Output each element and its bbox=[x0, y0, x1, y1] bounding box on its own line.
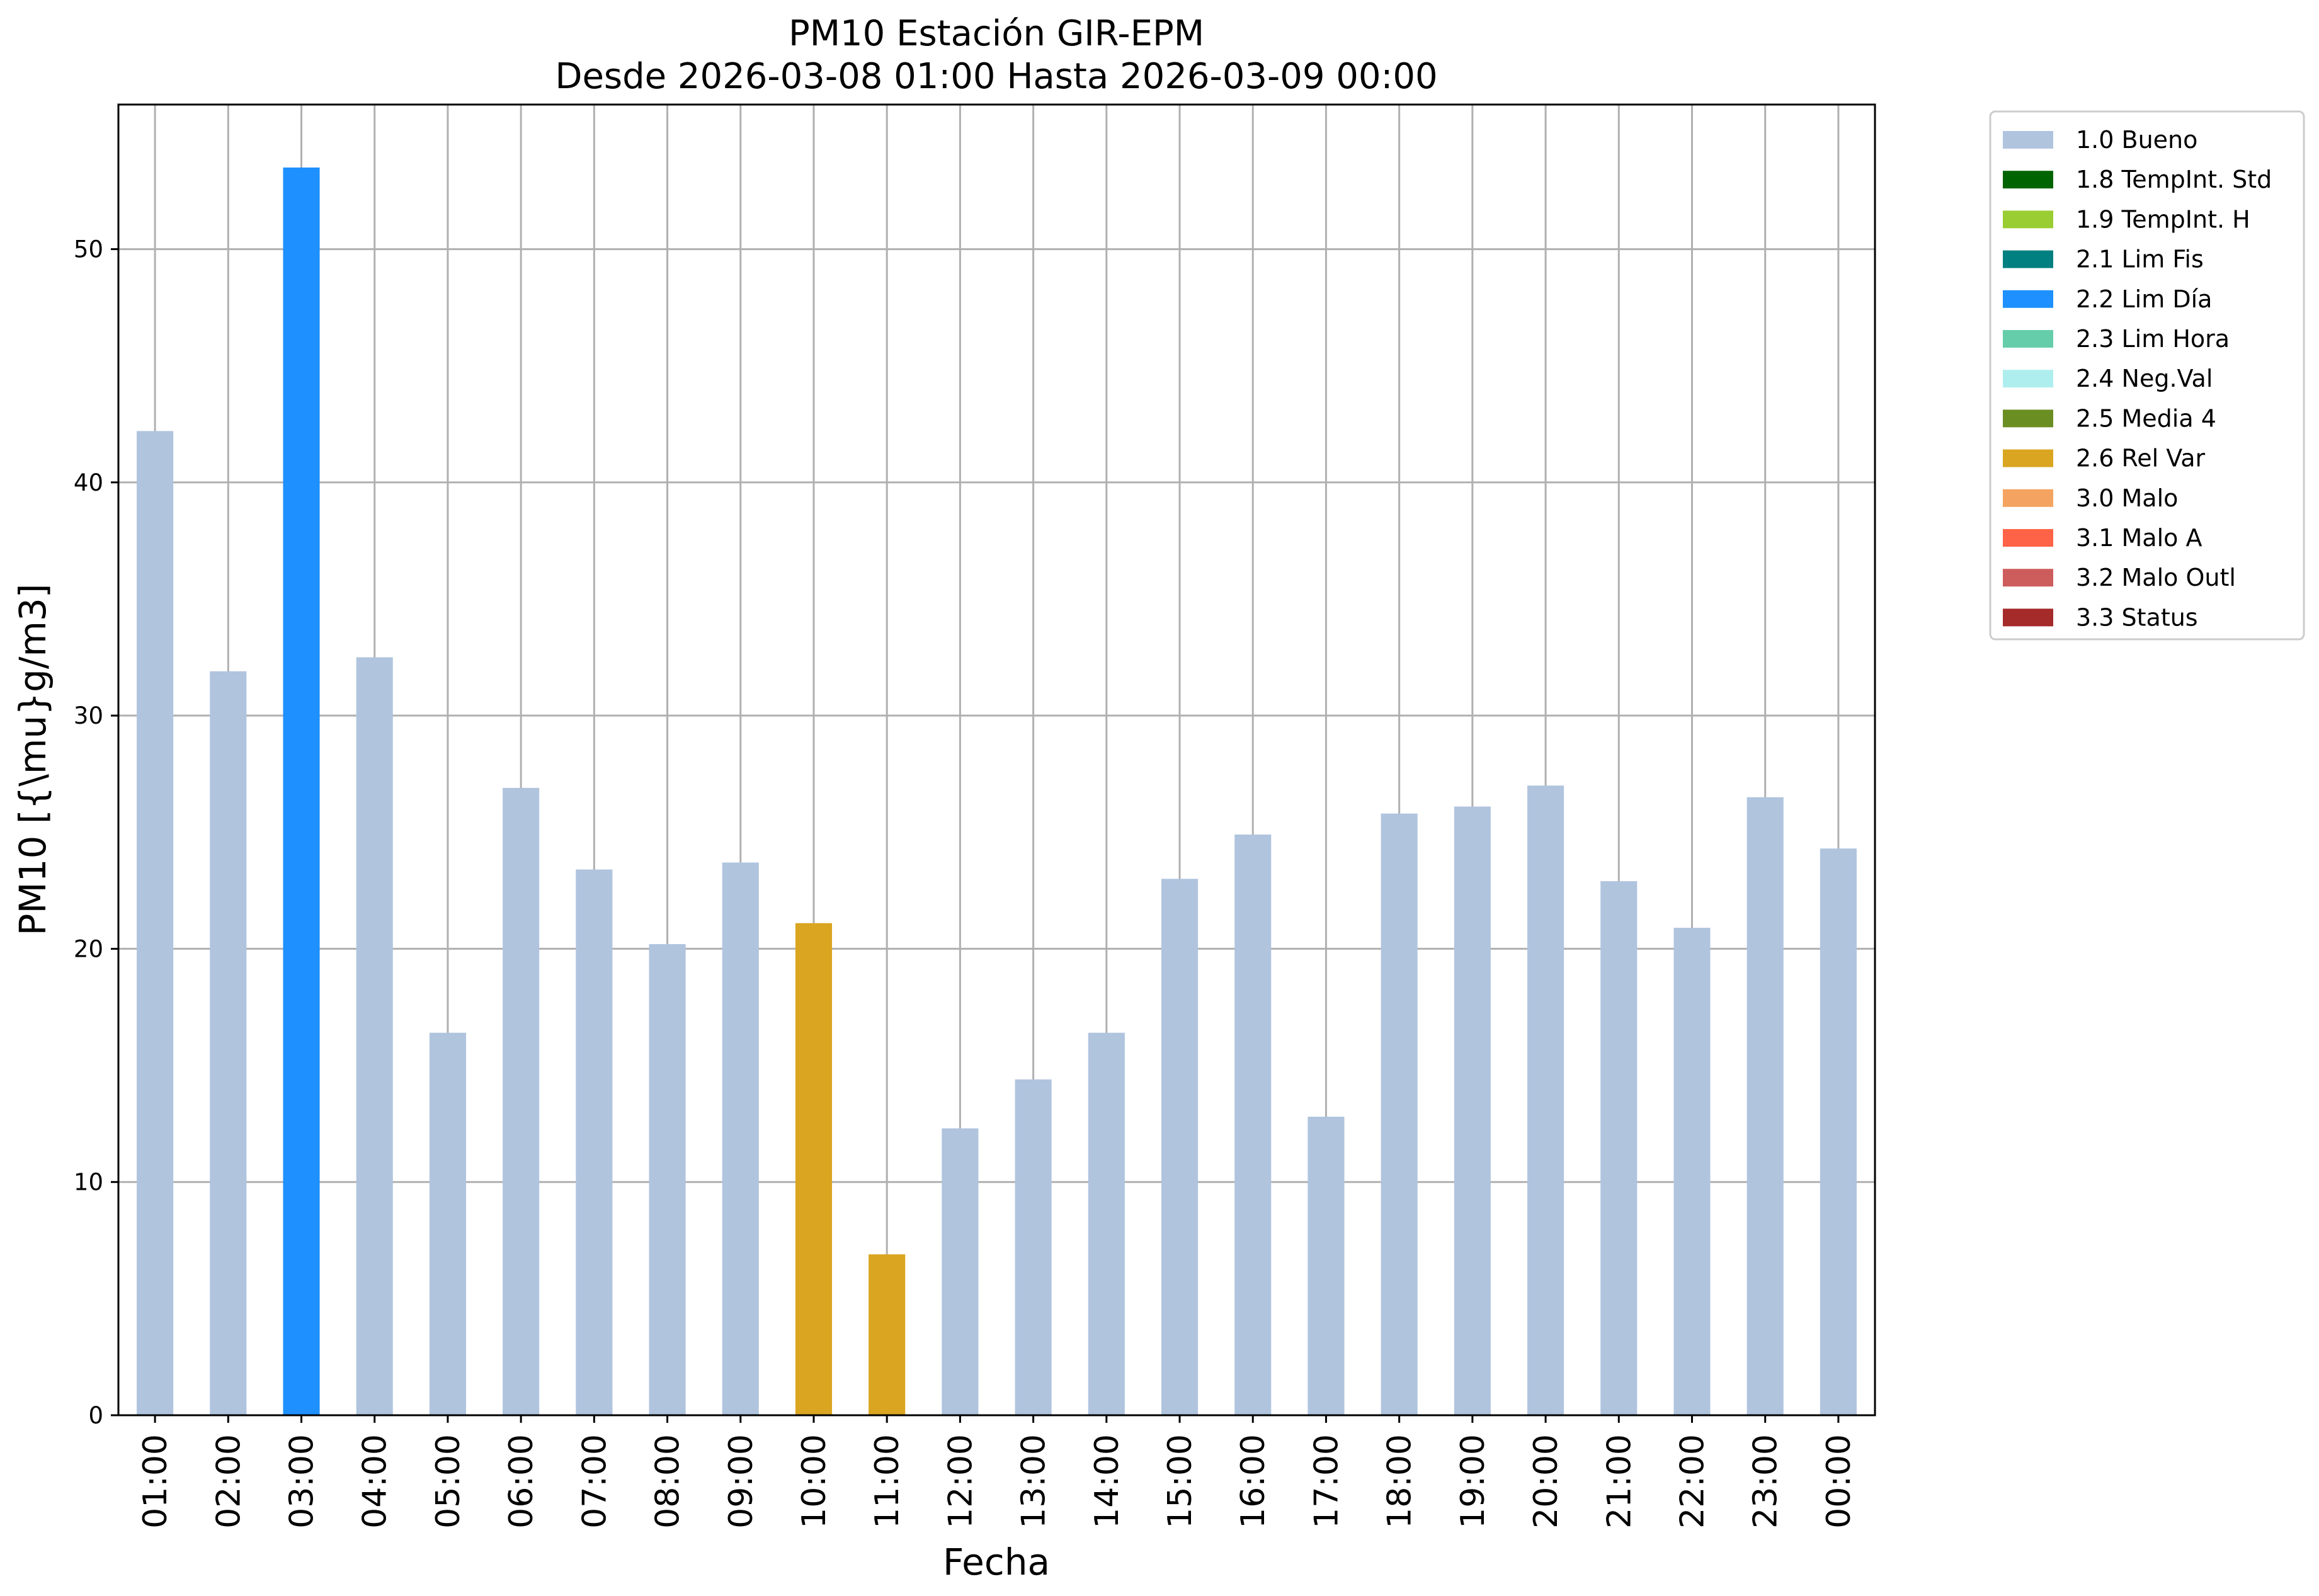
bar bbox=[576, 869, 613, 1415]
legend-label: 1.0 Bueno bbox=[2076, 126, 2197, 154]
y-tick-label: 20 bbox=[74, 935, 103, 962]
x-tick-label: 02:00 bbox=[210, 1434, 248, 1529]
y-tick-label: 40 bbox=[74, 469, 103, 496]
bars bbox=[137, 167, 1857, 1416]
x-tick-label: 19:00 bbox=[1454, 1434, 1492, 1529]
x-tick-label: 13:00 bbox=[1015, 1434, 1053, 1529]
bar bbox=[356, 657, 393, 1415]
legend-swatch bbox=[2003, 290, 2053, 308]
bar bbox=[1820, 848, 1857, 1415]
x-tick-label: 03:00 bbox=[283, 1434, 321, 1529]
legend: 1.0 Bueno 1.8 TempInt. Std 1.9 TempInt. H 2… bbox=[1989, 110, 2305, 641]
bar bbox=[137, 431, 174, 1415]
x-tick-label: 07:00 bbox=[576, 1434, 613, 1529]
x-tick-label: 21:00 bbox=[1600, 1434, 1638, 1529]
bar bbox=[1600, 881, 1638, 1415]
x-tick-label: 10:00 bbox=[795, 1434, 833, 1529]
x-tick-label: 08:00 bbox=[649, 1434, 687, 1529]
bar bbox=[1673, 928, 1711, 1415]
legend-swatch bbox=[2003, 449, 2053, 467]
bar bbox=[429, 1032, 466, 1415]
legend-swatch bbox=[2003, 131, 2053, 149]
x-tick-label: 00:00 bbox=[1820, 1434, 1858, 1529]
x-tick-label: 06:00 bbox=[503, 1434, 540, 1529]
legend-label: 2.6 Rel Var bbox=[2076, 445, 2206, 472]
bar bbox=[795, 923, 833, 1415]
bar bbox=[1088, 1032, 1125, 1415]
bar bbox=[942, 1128, 979, 1415]
chart-title: PM10 Estación GIR-EPM bbox=[789, 13, 1204, 54]
legend-label: 1.9 TempInt. H bbox=[2076, 205, 2250, 233]
legend-label: 3.1 Malo A bbox=[2076, 524, 2202, 552]
legend-label: 2.3 Lim Hora bbox=[2076, 325, 2230, 353]
x-tick-label: 16:00 bbox=[1234, 1434, 1272, 1529]
bar bbox=[1527, 785, 1564, 1415]
plot-frame bbox=[117, 103, 1876, 1416]
legend-swatch bbox=[2003, 608, 2053, 627]
legend-swatch bbox=[2003, 569, 2053, 587]
x-tick-label: 23:00 bbox=[1747, 1434, 1785, 1529]
legend-swatch bbox=[2003, 529, 2053, 547]
x-tick-label: 18:00 bbox=[1381, 1434, 1419, 1529]
bar bbox=[869, 1254, 906, 1415]
y-tick-label: 10 bbox=[74, 1169, 103, 1196]
x-tick-label: 12:00 bbox=[942, 1434, 979, 1529]
bar bbox=[722, 862, 759, 1415]
legend-swatch bbox=[2003, 250, 2053, 268]
bar bbox=[649, 944, 686, 1415]
y-tick-label: 0 bbox=[88, 1402, 103, 1429]
legend-swatch bbox=[2003, 409, 2053, 428]
legend-label: 2.4 Neg.Val bbox=[2076, 365, 2213, 392]
legend-swatch bbox=[2003, 489, 2053, 507]
x-tick-label: 20:00 bbox=[1527, 1434, 1565, 1529]
legend-swatch bbox=[2003, 330, 2053, 348]
x-tick-label: 11:00 bbox=[869, 1434, 906, 1529]
x-tick-label: 14:00 bbox=[1088, 1434, 1126, 1529]
bar bbox=[210, 671, 247, 1415]
bar bbox=[1746, 797, 1784, 1415]
bar bbox=[1015, 1079, 1052, 1415]
bar bbox=[1381, 813, 1418, 1415]
legend-label: 1.8 TempInt. Std bbox=[2076, 166, 2272, 193]
y-tick-label: 30 bbox=[74, 702, 103, 729]
x-tick-label: 17:00 bbox=[1308, 1434, 1345, 1529]
x-tick-label: 01:00 bbox=[137, 1434, 174, 1529]
bar bbox=[1308, 1117, 1345, 1415]
legend-swatch bbox=[2003, 210, 2053, 229]
bar bbox=[1234, 834, 1272, 1415]
legend-label: 3.0 Malo bbox=[2076, 484, 2178, 512]
x-tick-label: 04:00 bbox=[356, 1434, 394, 1529]
y-tick-label: 50 bbox=[74, 236, 103, 263]
bar bbox=[1161, 879, 1199, 1415]
legend-swatch bbox=[2003, 370, 2053, 388]
x-tick-label: 15:00 bbox=[1161, 1434, 1199, 1529]
x-axis-label: Fecha bbox=[943, 1541, 1050, 1583]
bar bbox=[1454, 806, 1491, 1415]
bar bbox=[503, 787, 540, 1415]
legend-label: 2.2 Lim Día bbox=[2076, 285, 2212, 313]
legend-label: 2.5 Media 4 bbox=[2076, 404, 2216, 432]
chart-subtitle: Desde 2026-03-08 01:00 Hasta 2026-03-09 … bbox=[555, 56, 1437, 97]
legend-frame bbox=[1989, 110, 2305, 641]
x-tick-label: 05:00 bbox=[430, 1434, 467, 1529]
x-axis-ticks: 01:00 02:00 03:00 04:00 05:00 06:00 07:00 08:00… bbox=[137, 1415, 1858, 1529]
y-axis-ticks: 0 10 20 30 40 50 bbox=[74, 236, 118, 1429]
legend-label: 3.2 Malo Outl bbox=[2076, 564, 2236, 591]
x-tick-label: 09:00 bbox=[722, 1434, 760, 1529]
legend-label: 3.3 Status bbox=[2076, 603, 2198, 631]
bar bbox=[283, 167, 320, 1416]
legend-label: 2.1 Lim Fis bbox=[2076, 246, 2204, 273]
y-axis-label: PM10 [{\mu}g/m3] bbox=[11, 584, 54, 936]
legend-swatch bbox=[2003, 171, 2053, 189]
x-tick-label: 22:00 bbox=[1673, 1434, 1711, 1529]
